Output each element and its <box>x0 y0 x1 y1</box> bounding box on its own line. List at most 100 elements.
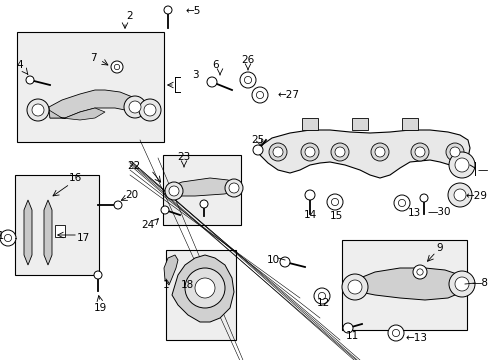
Circle shape <box>169 186 179 196</box>
Circle shape <box>447 183 471 207</box>
Polygon shape <box>351 268 464 300</box>
Text: 13: 13 <box>407 208 420 218</box>
Circle shape <box>143 104 156 116</box>
Text: 17: 17 <box>76 233 89 243</box>
Circle shape <box>391 329 399 337</box>
Circle shape <box>252 145 263 155</box>
Text: ←27: ←27 <box>278 90 299 100</box>
Text: —28: —28 <box>476 165 488 175</box>
Circle shape <box>139 99 161 121</box>
Text: 3: 3 <box>191 70 198 80</box>
Polygon shape <box>49 108 105 120</box>
Circle shape <box>27 99 49 121</box>
Circle shape <box>272 147 283 157</box>
Circle shape <box>347 280 361 294</box>
Circle shape <box>342 323 352 333</box>
Bar <box>55 225 65 237</box>
Text: 22: 22 <box>126 161 140 171</box>
Circle shape <box>240 72 256 88</box>
Bar <box>351 118 367 130</box>
Polygon shape <box>24 200 32 265</box>
Circle shape <box>414 147 424 157</box>
Circle shape <box>251 87 267 103</box>
Bar <box>302 118 317 130</box>
Text: 19: 19 <box>93 303 106 313</box>
Circle shape <box>129 101 141 113</box>
Circle shape <box>206 77 217 87</box>
Circle shape <box>445 143 463 161</box>
Circle shape <box>26 76 34 84</box>
Circle shape <box>453 189 465 201</box>
Bar <box>163 155 241 225</box>
Text: 20: 20 <box>125 190 138 200</box>
Text: ←29: ←29 <box>464 191 486 201</box>
Circle shape <box>412 265 426 279</box>
Text: 15: 15 <box>329 211 342 221</box>
Polygon shape <box>172 255 234 322</box>
Bar <box>165 250 236 340</box>
Text: 24: 24 <box>141 220 154 230</box>
Polygon shape <box>258 130 469 178</box>
Circle shape <box>94 271 102 279</box>
Circle shape <box>331 198 338 206</box>
Bar <box>17 32 163 142</box>
Circle shape <box>393 195 409 211</box>
Circle shape <box>111 61 123 73</box>
Text: —30: —30 <box>427 207 450 217</box>
Polygon shape <box>163 255 178 285</box>
Circle shape <box>410 143 428 161</box>
Circle shape <box>305 147 314 157</box>
Circle shape <box>200 200 207 208</box>
Circle shape <box>454 158 468 172</box>
Circle shape <box>114 64 120 70</box>
Text: 6: 6 <box>212 60 219 70</box>
Circle shape <box>341 274 367 300</box>
Circle shape <box>448 271 474 297</box>
Bar <box>401 118 417 130</box>
Circle shape <box>268 143 286 161</box>
Text: ←13: ←13 <box>405 333 427 343</box>
Polygon shape <box>172 178 238 196</box>
Circle shape <box>164 182 183 200</box>
Circle shape <box>318 292 325 300</box>
Bar <box>15 175 99 275</box>
Circle shape <box>124 96 146 118</box>
Text: 23: 23 <box>177 152 190 162</box>
Text: 11: 11 <box>345 331 358 341</box>
Text: 26: 26 <box>241 55 254 65</box>
Circle shape <box>161 206 169 214</box>
Text: 12: 12 <box>316 298 329 308</box>
Polygon shape <box>44 200 52 265</box>
Circle shape <box>330 143 348 161</box>
Circle shape <box>244 76 251 84</box>
Circle shape <box>184 268 224 308</box>
Circle shape <box>32 104 44 116</box>
Text: 9: 9 <box>436 243 443 253</box>
Circle shape <box>280 257 289 267</box>
Circle shape <box>374 147 384 157</box>
Text: 21: 21 <box>0 231 4 241</box>
Text: ←5: ←5 <box>184 6 200 16</box>
Text: 7: 7 <box>90 53 97 63</box>
Circle shape <box>398 199 405 207</box>
Text: 14: 14 <box>303 210 316 220</box>
Circle shape <box>301 143 318 161</box>
Circle shape <box>387 325 403 341</box>
Circle shape <box>305 190 314 200</box>
Circle shape <box>370 143 388 161</box>
Circle shape <box>448 152 474 178</box>
Text: 25: 25 <box>251 135 264 145</box>
Text: 2: 2 <box>126 11 133 21</box>
Text: 4: 4 <box>17 60 23 70</box>
Circle shape <box>4 234 12 242</box>
Text: 16: 16 <box>68 173 81 183</box>
Circle shape <box>326 194 342 210</box>
Text: 18: 18 <box>180 280 193 290</box>
Circle shape <box>454 277 468 291</box>
Text: —8: —8 <box>471 278 488 288</box>
Circle shape <box>449 147 459 157</box>
Circle shape <box>228 183 239 193</box>
Circle shape <box>419 194 427 202</box>
Circle shape <box>224 179 243 197</box>
Circle shape <box>163 6 172 14</box>
